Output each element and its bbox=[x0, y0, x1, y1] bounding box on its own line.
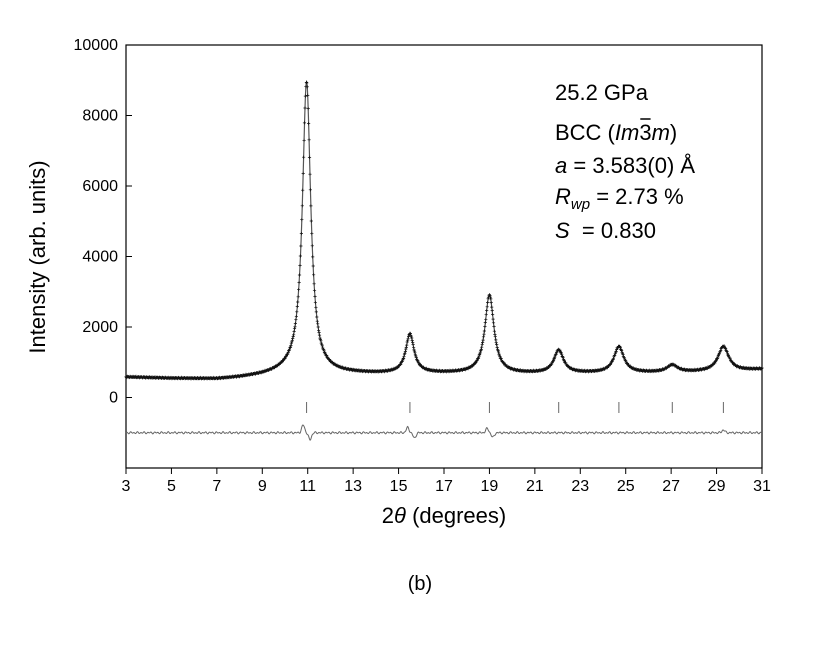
x-tick-label: 7 bbox=[212, 478, 221, 495]
x-tick-label: 25 bbox=[617, 478, 635, 495]
x-axis-title-theta: θ bbox=[394, 503, 406, 528]
x-tick-label: 29 bbox=[708, 478, 726, 495]
x-tick-label: 11 bbox=[299, 478, 316, 495]
observed-markers bbox=[124, 80, 764, 381]
x-axis-title: 2θ (degrees) bbox=[382, 503, 506, 528]
x-tick-label: 27 bbox=[662, 478, 680, 495]
lattice-label: a = 3.583(0) Å bbox=[555, 153, 695, 178]
x-tick-label: 15 bbox=[390, 478, 408, 495]
x-axis-title-prefix: 2 bbox=[382, 503, 394, 528]
refinement-annotation: 25.2 GPa BCC (Im3m) a = 3.583(0) Å Rwp =… bbox=[555, 80, 695, 243]
x-tick-label: 5 bbox=[167, 478, 176, 495]
y-tick-label: 0 bbox=[109, 390, 118, 407]
y-tick-label: 6000 bbox=[82, 178, 118, 195]
x-tick-label: 17 bbox=[435, 478, 453, 495]
figure-caption: (b) bbox=[408, 573, 432, 595]
reflection-markers bbox=[306, 402, 724, 413]
y-tick-label: 4000 bbox=[82, 249, 118, 266]
rwp-label: Rwp = 2.73 % bbox=[555, 184, 684, 213]
y-axis: 0 2000 4000 6000 8000 10000 bbox=[74, 37, 132, 407]
plot-frame bbox=[125, 44, 763, 469]
pressure-label: 25.2 GPa bbox=[555, 80, 649, 105]
x-tick-label: 3 bbox=[122, 478, 131, 495]
y-tick-label: 2000 bbox=[82, 319, 118, 336]
s-label: S = 0.830 bbox=[555, 218, 656, 243]
y-axis-title: Intensity (arb. units) bbox=[25, 160, 50, 353]
difference-curve bbox=[125, 424, 763, 441]
x-tick-label: 21 bbox=[526, 478, 544, 495]
x-tick-label: 13 bbox=[344, 478, 362, 495]
phase-label: BCC (Im3m) bbox=[555, 120, 677, 145]
observed-points bbox=[124, 80, 764, 381]
x-axis-title-suffix: (degrees) bbox=[406, 503, 506, 528]
x-axis: 3 5 7 9 11 13 15 17 19 21 23 25 27 29 31 bbox=[122, 468, 771, 495]
x-tick-label: 31 bbox=[753, 478, 771, 495]
difference-line bbox=[125, 424, 763, 441]
x-tick-label: 19 bbox=[481, 478, 499, 495]
x-tick-label: 23 bbox=[571, 478, 589, 495]
y-tick-label: 10000 bbox=[74, 37, 119, 54]
x-tick-label: 9 bbox=[258, 478, 267, 495]
y-tick-label: 8000 bbox=[82, 108, 118, 125]
